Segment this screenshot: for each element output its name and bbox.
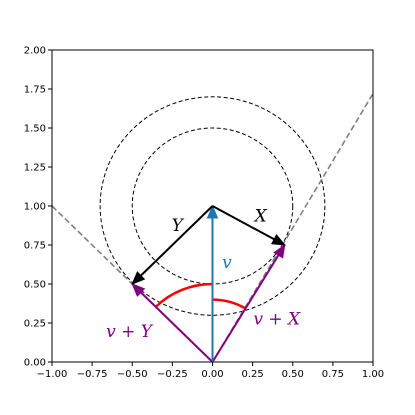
vector-v-plus-x-arrowhead (273, 243, 286, 259)
y-tick-label: 1.75 (24, 85, 46, 96)
dashed-circle-2 (99, 96, 326, 316)
vector-v-plus-x-shaft (211, 254, 280, 362)
vector-v-plus-y-arrowhead (131, 283, 146, 297)
y-tick-label: 0.50 (24, 280, 46, 291)
x-tick-label: −0.50 (117, 369, 148, 380)
x-tick-label: 0.75 (322, 369, 344, 380)
x-tick-label: −0.75 (77, 369, 108, 380)
vector-v-plus-y-shaft (140, 291, 214, 362)
y-tick-label: 0.00 (24, 358, 46, 369)
angle-arc-1 (154, 282, 213, 308)
plot-area (52, 93, 373, 362)
axis-ticks: −1.00 −0.75 −0.50 −0.25 0.00 0.25 0.50 0.75 1.00… (24, 46, 384, 381)
vector-label-v-plus-y: v + Y (106, 322, 154, 342)
vector-label-x: X (253, 206, 268, 226)
x-tick-label: −0.25 (157, 369, 188, 380)
y-tick-label: 1.50 (24, 124, 46, 135)
vector-y-arrowhead (131, 271, 146, 285)
vector-label-v-plus-x: v + X (253, 309, 301, 329)
tangent-line-2 (211, 93, 373, 362)
x-tick-label: 0.00 (201, 369, 223, 380)
y-tick-label: 2.00 (24, 46, 46, 57)
vector-v-arrowhead (206, 204, 219, 219)
vector-labels: v + X v + Y v X Y (106, 206, 301, 341)
angle-arc-2 (212, 298, 247, 310)
y-tick-label: 0.75 (24, 241, 46, 252)
x-tick-label: 1.00 (362, 369, 384, 380)
vector-label-v: v (222, 253, 232, 273)
vector-x-shaft (212, 205, 275, 241)
y-tick-label: 1.25 (24, 163, 46, 174)
vector-x-arrowhead (270, 234, 286, 246)
x-tick-label: 0.25 (241, 369, 263, 380)
y-tick-label: 1.00 (24, 202, 46, 213)
y-tick-label: 0.25 (24, 319, 46, 330)
x-tick-label: 0.50 (282, 369, 304, 380)
x-tick-label: −1.00 (37, 369, 68, 380)
vector-y-shaft (140, 205, 214, 277)
vector-label-y: Y (172, 216, 185, 236)
